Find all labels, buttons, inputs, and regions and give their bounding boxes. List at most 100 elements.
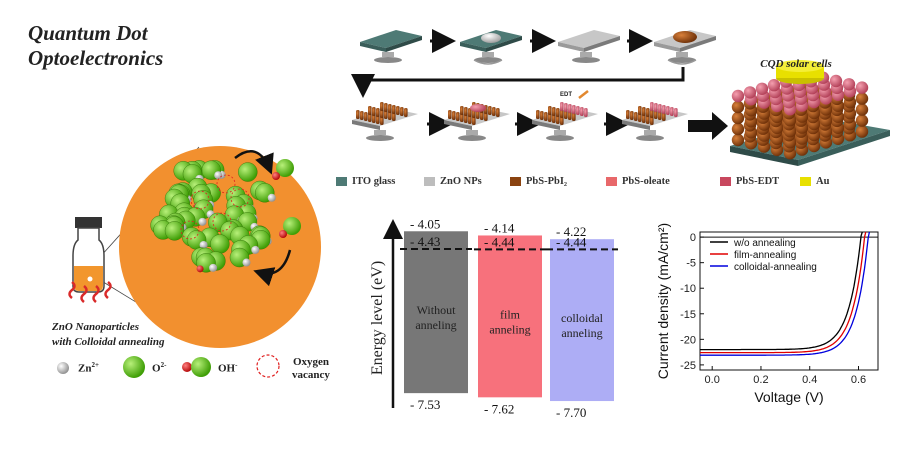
oxygen-vacancy (212, 212, 232, 232)
zinc-ion (251, 245, 260, 254)
qd-rod (630, 111, 634, 120)
qd-rod (666, 106, 670, 115)
qd-rod (544, 112, 548, 121)
qd-rod (376, 115, 380, 124)
cb-value: - 4.22 (556, 224, 586, 239)
plot-frame (699, 231, 879, 371)
qd-rod (388, 104, 392, 113)
qd-rod (396, 106, 400, 115)
legend-swatch (336, 177, 347, 186)
hydrogen-atom (279, 230, 287, 238)
zinc-ion (199, 240, 208, 249)
energy-bar (404, 231, 468, 394)
qd-sphere (731, 122, 745, 136)
qd-rod (380, 102, 384, 111)
qd-rod (392, 105, 396, 114)
process-step-zno-film (558, 30, 620, 63)
jv-curve (700, 231, 867, 354)
legend-item: PbS-oleate (606, 176, 670, 187)
page-title-line2: Optoelectronics (28, 46, 164, 70)
y-tick-label: -20 (680, 334, 696, 346)
qd-rod (662, 112, 666, 121)
qd-rod (568, 111, 572, 120)
y-axis-label: Current density (mA/cm²) (655, 223, 671, 379)
process-step-pbs-pbi2-film (352, 102, 418, 141)
key-vacancy-label: Oxygen vacancy (292, 356, 330, 381)
energy-bar (550, 239, 614, 402)
qd-rod (572, 112, 576, 121)
cqd-solar-cell-device (730, 60, 890, 166)
legend-label: PbS-PbI₂ (526, 176, 568, 187)
oxygen-ion (210, 234, 230, 254)
zinc-ion (214, 171, 223, 180)
qd-rod (626, 110, 630, 119)
bar-name: anneling (489, 322, 530, 336)
x-tick-label: 0.2 (753, 374, 768, 386)
qd-sphere (731, 100, 745, 114)
legend-swatch (606, 177, 617, 186)
qd-rod (372, 114, 376, 123)
legend-item: PbS-EDT (720, 176, 779, 187)
y-tick-label: -15 (680, 309, 696, 321)
zn-ion-icon (57, 362, 69, 374)
fermi-value: - 4.44 (556, 234, 587, 249)
zinc-ion (267, 193, 276, 202)
qd-rod (556, 108, 560, 117)
qd-rod (364, 112, 368, 121)
qd-rod (560, 116, 564, 125)
process-step-pbs-oleate-spin (444, 102, 510, 141)
oxygen-vacancy (180, 220, 200, 240)
qd-rod (484, 112, 488, 121)
legend-label: colloidal-annealing (734, 262, 817, 273)
edt-pipette-icon (578, 90, 589, 99)
hydrogen-atom (272, 172, 280, 180)
qd-rod (492, 107, 496, 116)
qd-rod (674, 108, 678, 117)
qd-rod (480, 111, 484, 120)
qd-sphere (855, 92, 869, 105)
legend-label: PbS-oleate (622, 176, 670, 187)
legend-swatch (424, 177, 435, 186)
qd-rod (572, 105, 576, 114)
oxygen-vacancy (230, 188, 250, 208)
nanoparticle-caption-line2: with Colloidal annealing (52, 336, 165, 348)
qd-rod (646, 115, 650, 124)
qd-sphere (842, 78, 856, 91)
heat-flame-icon (68, 281, 112, 303)
process-step-spincoat-pbs (654, 30, 716, 65)
qd-rod (658, 104, 662, 113)
zinc-ion (209, 263, 218, 272)
qd-rod (564, 110, 568, 119)
qd-rod (476, 110, 480, 119)
edt-label: EDT (560, 92, 572, 98)
qd-rod (658, 111, 662, 120)
legend-label: PbS-EDT (736, 176, 780, 187)
qd-rod (464, 114, 468, 123)
hydroxide-h-icon (182, 362, 192, 372)
qd-rod (356, 110, 360, 119)
legend-label: film-annealing (734, 250, 796, 261)
zinc-ion (198, 217, 207, 226)
qd-sphere (855, 81, 869, 94)
qd-rod (384, 103, 388, 112)
key-zn-label: Zn2+ (78, 361, 99, 375)
qd-rod (460, 113, 464, 122)
legend-item: PbS-PbI₂ (510, 176, 567, 187)
energy-bar (478, 235, 542, 398)
vb-value: - 7.53 (410, 397, 440, 412)
x-tick-label: 0.4 (802, 374, 817, 386)
qd-rod (662, 105, 666, 114)
bar-name: anneling (561, 326, 602, 340)
oxygen-ion (164, 221, 185, 241)
legend-item: Au (800, 176, 829, 187)
qd-rod (448, 110, 452, 119)
qd-rod (456, 112, 460, 121)
oleate-droplet (470, 104, 486, 112)
y-tick-label: 0 (690, 232, 696, 244)
vial-icon (72, 217, 105, 293)
qd-rod (376, 108, 380, 117)
qd-rod (564, 103, 568, 112)
qd-rod (388, 111, 392, 120)
qd-rod (568, 104, 572, 113)
bar-name: colloidal (561, 311, 604, 325)
